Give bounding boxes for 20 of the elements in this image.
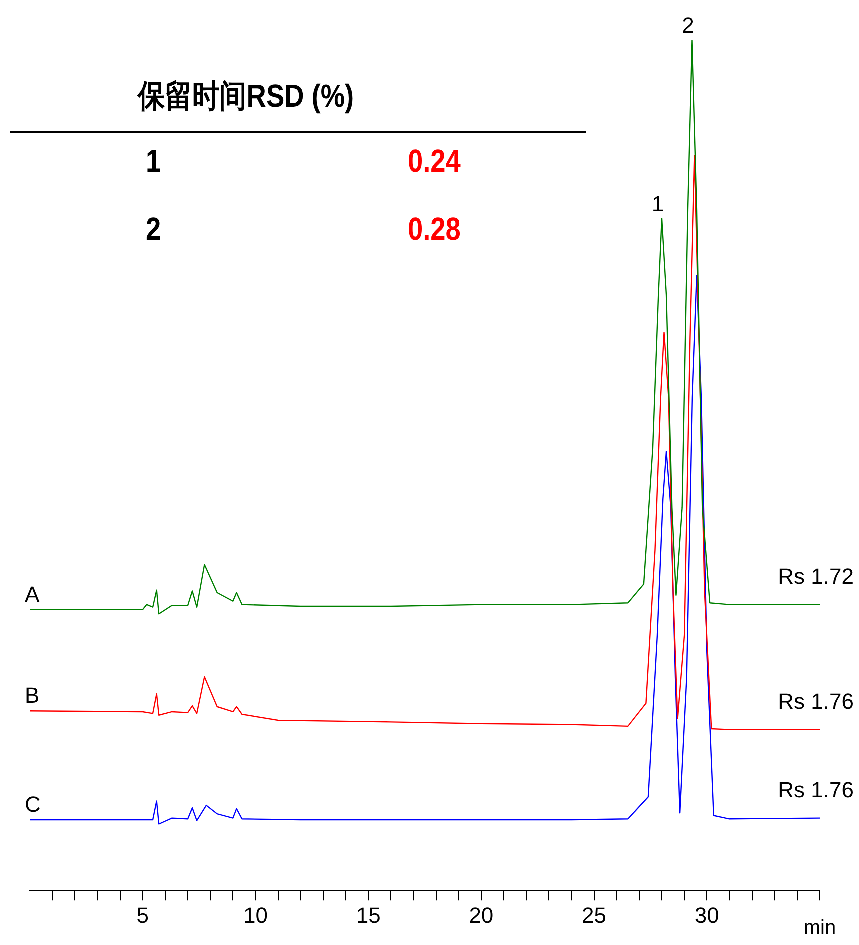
annotation: Rs 1.76 — [778, 688, 854, 714]
annotation: 保留时间RSD (%) — [138, 77, 354, 116]
annotation: 1 — [652, 192, 664, 217]
x-tick-label: 5 — [136, 902, 149, 928]
series-label: C — [25, 792, 41, 818]
x-axis-title: min — [804, 917, 836, 940]
annotation: 0.28 — [408, 211, 461, 248]
x-tick-label: 10 — [243, 902, 268, 928]
x-tick-label: 20 — [469, 902, 494, 928]
annotation: 2 — [146, 211, 162, 248]
x-tick-label: 15 — [356, 902, 381, 928]
annotation: 1 — [146, 143, 162, 180]
annotation: 2 — [682, 13, 694, 38]
series-label: B — [25, 683, 40, 708]
x-tick-label: 25 — [582, 902, 607, 928]
series-label: A — [25, 582, 40, 607]
annotation: Rs 1.76 — [778, 777, 854, 802]
annotation: 0.24 — [408, 143, 461, 180]
annotation: Rs 1.72 — [778, 564, 854, 589]
x-tick-label: 30 — [694, 902, 720, 928]
